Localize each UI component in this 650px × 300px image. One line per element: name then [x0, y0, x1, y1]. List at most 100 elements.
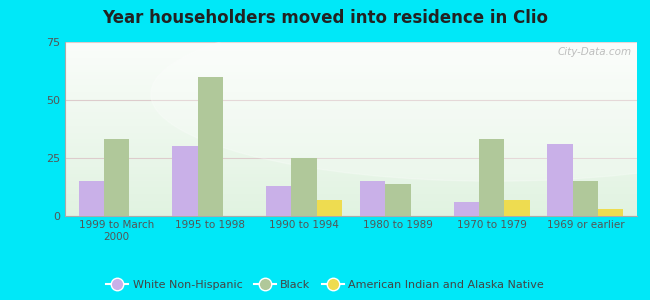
Bar	[65, 146, 637, 147]
Bar	[65, 211, 637, 212]
Bar	[65, 79, 637, 80]
Bar	[65, 44, 637, 45]
Bar	[65, 73, 637, 74]
Bar	[65, 169, 637, 170]
Bar	[65, 124, 637, 125]
Bar	[65, 66, 637, 67]
Bar	[65, 155, 637, 156]
Bar	[65, 150, 637, 151]
Bar	[65, 101, 637, 102]
Bar	[65, 83, 637, 84]
Bar	[65, 72, 637, 73]
Bar	[65, 166, 637, 167]
Bar	[65, 138, 637, 139]
Bar	[65, 194, 637, 195]
Bar	[65, 170, 637, 171]
Bar	[65, 118, 637, 119]
Bar	[65, 167, 637, 168]
Bar	[547, 144, 573, 216]
Bar	[65, 49, 637, 50]
Bar	[291, 158, 317, 216]
Bar	[65, 143, 637, 144]
Bar	[65, 126, 637, 127]
Bar	[65, 153, 637, 154]
Bar	[65, 215, 637, 216]
Bar	[65, 144, 637, 145]
Bar	[65, 187, 637, 188]
Bar	[65, 210, 637, 211]
Bar	[65, 106, 637, 107]
Bar	[65, 203, 637, 204]
Bar	[65, 120, 637, 121]
Bar	[65, 111, 637, 112]
Bar	[65, 157, 637, 158]
Bar	[65, 139, 637, 140]
Bar	[65, 118, 637, 119]
Bar	[65, 137, 637, 138]
Bar	[65, 128, 637, 129]
Bar	[65, 56, 637, 57]
Bar	[65, 179, 637, 180]
Bar	[65, 61, 637, 62]
Bar	[65, 54, 637, 55]
Bar	[65, 65, 637, 66]
Bar	[65, 87, 637, 88]
Bar	[454, 202, 479, 216]
Bar	[65, 70, 637, 71]
Bar	[65, 47, 637, 48]
Bar	[65, 185, 637, 186]
Bar	[65, 45, 637, 46]
Bar	[65, 182, 637, 183]
Bar	[65, 98, 637, 99]
Bar	[65, 89, 637, 90]
Bar	[65, 116, 637, 117]
Bar	[65, 90, 637, 91]
Bar	[65, 117, 637, 118]
Bar	[65, 164, 637, 165]
Bar	[65, 129, 637, 130]
Bar	[65, 53, 637, 54]
Bar	[104, 140, 129, 216]
Bar	[65, 161, 637, 162]
Bar	[65, 162, 637, 163]
Bar	[65, 195, 637, 196]
Bar	[65, 121, 637, 122]
Bar	[65, 168, 637, 169]
Bar	[65, 142, 637, 143]
Bar	[65, 202, 637, 203]
Bar	[65, 147, 637, 148]
Bar	[65, 92, 637, 93]
Bar	[65, 165, 637, 166]
Bar	[65, 186, 637, 187]
Bar	[65, 55, 637, 56]
Bar	[65, 50, 637, 51]
Bar	[65, 59, 637, 60]
Bar	[65, 152, 637, 153]
Bar	[65, 102, 637, 103]
Bar	[65, 196, 637, 197]
Bar	[65, 151, 637, 152]
Bar	[65, 97, 637, 98]
Bar	[65, 105, 637, 106]
Bar	[65, 180, 637, 181]
Bar	[65, 80, 637, 81]
Bar	[65, 112, 637, 113]
Bar	[65, 192, 637, 193]
Bar	[65, 123, 637, 124]
Bar	[65, 132, 637, 133]
Bar	[65, 46, 637, 47]
Bar	[65, 62, 637, 63]
Bar	[65, 184, 637, 185]
Bar	[598, 209, 623, 216]
Bar	[65, 190, 637, 191]
Bar	[65, 172, 637, 173]
Bar	[79, 181, 104, 216]
Bar	[65, 51, 637, 52]
Bar	[65, 60, 637, 61]
Bar	[65, 78, 637, 79]
Bar	[65, 175, 637, 176]
Bar	[317, 200, 342, 216]
Bar	[65, 77, 637, 78]
Bar	[504, 200, 530, 216]
Bar	[65, 140, 637, 141]
